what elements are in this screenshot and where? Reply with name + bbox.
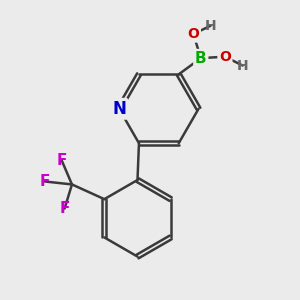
Text: H: H (205, 19, 216, 33)
Text: F: F (56, 153, 67, 168)
Text: F: F (40, 174, 50, 189)
Text: O: O (188, 27, 200, 41)
Text: O: O (219, 50, 231, 64)
Text: B: B (195, 51, 207, 66)
Text: H: H (237, 58, 248, 73)
Text: F: F (59, 201, 70, 216)
Text: N: N (112, 100, 126, 118)
